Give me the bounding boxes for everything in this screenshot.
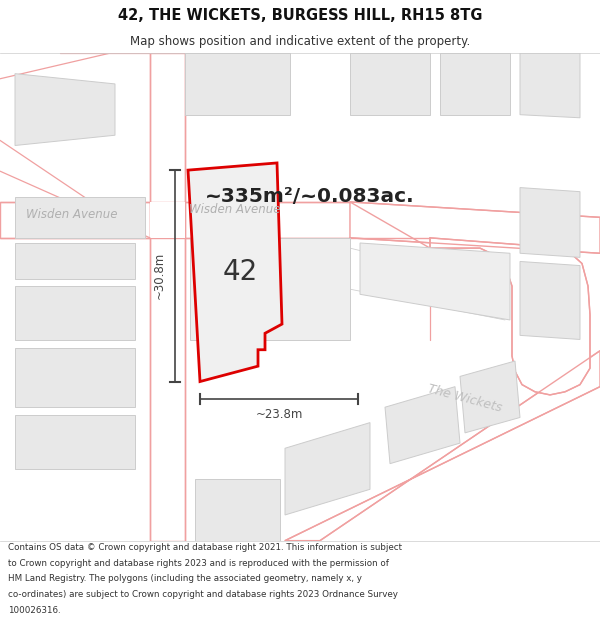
- Text: ~30.8m: ~30.8m: [152, 253, 166, 299]
- Text: Wisden Avenue: Wisden Avenue: [189, 202, 281, 216]
- Polygon shape: [520, 53, 580, 118]
- Text: Map shows position and indicative extent of the property.: Map shows position and indicative extent…: [130, 35, 470, 48]
- Text: Wisden Avenue: Wisden Avenue: [26, 208, 118, 221]
- Polygon shape: [440, 53, 510, 115]
- Polygon shape: [285, 351, 600, 541]
- Polygon shape: [460, 361, 520, 433]
- Text: ~335m²/~0.083ac.: ~335m²/~0.083ac.: [205, 188, 415, 206]
- Text: to Crown copyright and database rights 2023 and is reproduced with the permissio: to Crown copyright and database rights 2…: [8, 559, 389, 568]
- Text: Contains OS data © Crown copyright and database right 2021. This information is : Contains OS data © Crown copyright and d…: [8, 543, 402, 552]
- Polygon shape: [350, 202, 600, 253]
- Text: co-ordinates) are subject to Crown copyright and database rights 2023 Ordnance S: co-ordinates) are subject to Crown copyr…: [8, 590, 398, 599]
- Polygon shape: [430, 238, 590, 395]
- Polygon shape: [150, 202, 185, 238]
- Polygon shape: [285, 422, 370, 515]
- Polygon shape: [150, 53, 185, 541]
- Text: 42: 42: [223, 258, 257, 286]
- Polygon shape: [385, 387, 460, 464]
- Text: 42, THE WICKETS, BURGESS HILL, RH15 8TG: 42, THE WICKETS, BURGESS HILL, RH15 8TG: [118, 8, 482, 23]
- Polygon shape: [15, 416, 135, 469]
- Polygon shape: [190, 238, 350, 341]
- Text: 100026316.: 100026316.: [8, 606, 61, 614]
- Polygon shape: [360, 243, 510, 320]
- Polygon shape: [15, 243, 135, 279]
- Polygon shape: [520, 261, 580, 339]
- Polygon shape: [15, 286, 135, 341]
- Polygon shape: [188, 163, 282, 381]
- Text: HM Land Registry. The polygons (including the associated geometry, namely x, y: HM Land Registry. The polygons (includin…: [8, 574, 362, 583]
- Polygon shape: [0, 202, 350, 238]
- Polygon shape: [15, 74, 115, 146]
- Polygon shape: [185, 53, 290, 115]
- Polygon shape: [195, 479, 280, 541]
- Polygon shape: [15, 348, 135, 408]
- Polygon shape: [350, 53, 430, 115]
- Polygon shape: [15, 197, 145, 238]
- Text: The Wickets: The Wickets: [427, 383, 503, 415]
- Polygon shape: [0, 53, 600, 541]
- Polygon shape: [520, 188, 580, 258]
- Text: ~23.8m: ~23.8m: [256, 408, 302, 421]
